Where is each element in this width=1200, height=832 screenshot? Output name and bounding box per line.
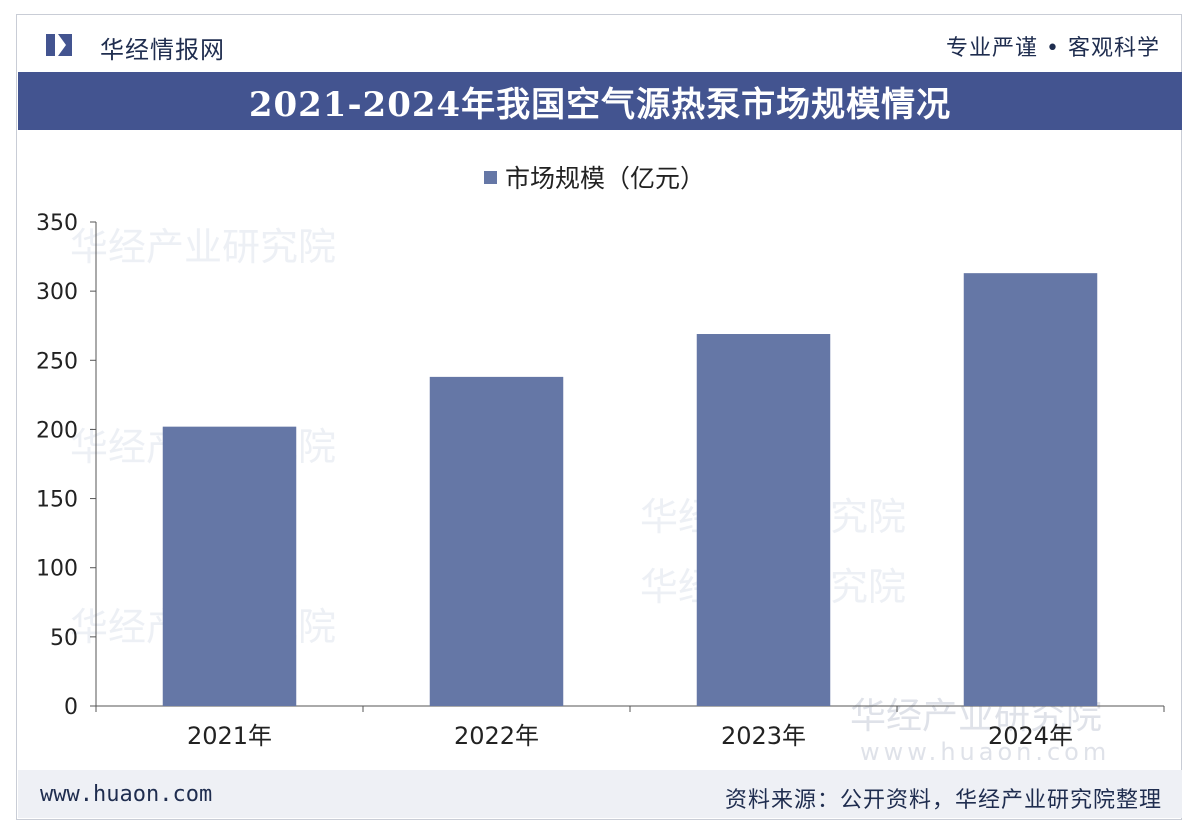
x-tick-label: 2021年 [187, 722, 272, 750]
y-tick-label: 0 [64, 695, 78, 720]
legend-swatch [484, 170, 497, 184]
title-bar: 2021-2024年我国空气源热泵市场规模情况 [18, 72, 1182, 130]
y-tick-label: 150 [36, 488, 78, 513]
footer-url: www.huaon.com [40, 782, 213, 807]
x-tick-label: 2023年 [721, 722, 806, 750]
bar-chart: 华经产业研究院华经产业研究院华经产业研究院华经产业研究院华经产业研究院华经产业研… [36, 211, 1165, 760]
bar-1 [162, 426, 297, 706]
brand-logo-icon [46, 34, 72, 56]
x-tick-label: 2022年 [454, 722, 539, 750]
x-tick-label: 2024年 [988, 722, 1073, 750]
watermark-text: 华经产业研究院 [70, 225, 336, 269]
bar-2 [429, 376, 564, 706]
y-tick-label: 250 [36, 349, 78, 374]
legend: 市场规模（亿元） [484, 162, 706, 193]
chart-title: 2021-2024年我国空气源热泵市场规模情况 [248, 84, 952, 125]
bar-4 [963, 273, 1098, 706]
y-tick-label: 300 [36, 280, 78, 305]
y-tick-label: 50 [50, 626, 78, 651]
y-tick-label: 100 [36, 557, 78, 582]
footer-bar: www.huaon.com 资料来源：公开资料，华经产业研究院整理 [18, 770, 1182, 818]
brand-slogan: 专业严谨 • 客观科学 [946, 36, 1160, 61]
chart-frame [16, 14, 1182, 820]
brand-name: 华经情报网 [100, 36, 225, 64]
header-bar: 华经情报网 专业严谨 • 客观科学 [20, 14, 1180, 72]
legend-label: 市场规模（亿元） [505, 164, 706, 193]
y-tick-label: 200 [36, 418, 78, 443]
watermark-url: www.huaon.com [860, 738, 1110, 760]
y-tick-label: 350 [36, 211, 78, 236]
bar-3 [696, 334, 831, 706]
footer-source: 资料来源：公开资料，华经产业研究院整理 [724, 788, 1162, 813]
